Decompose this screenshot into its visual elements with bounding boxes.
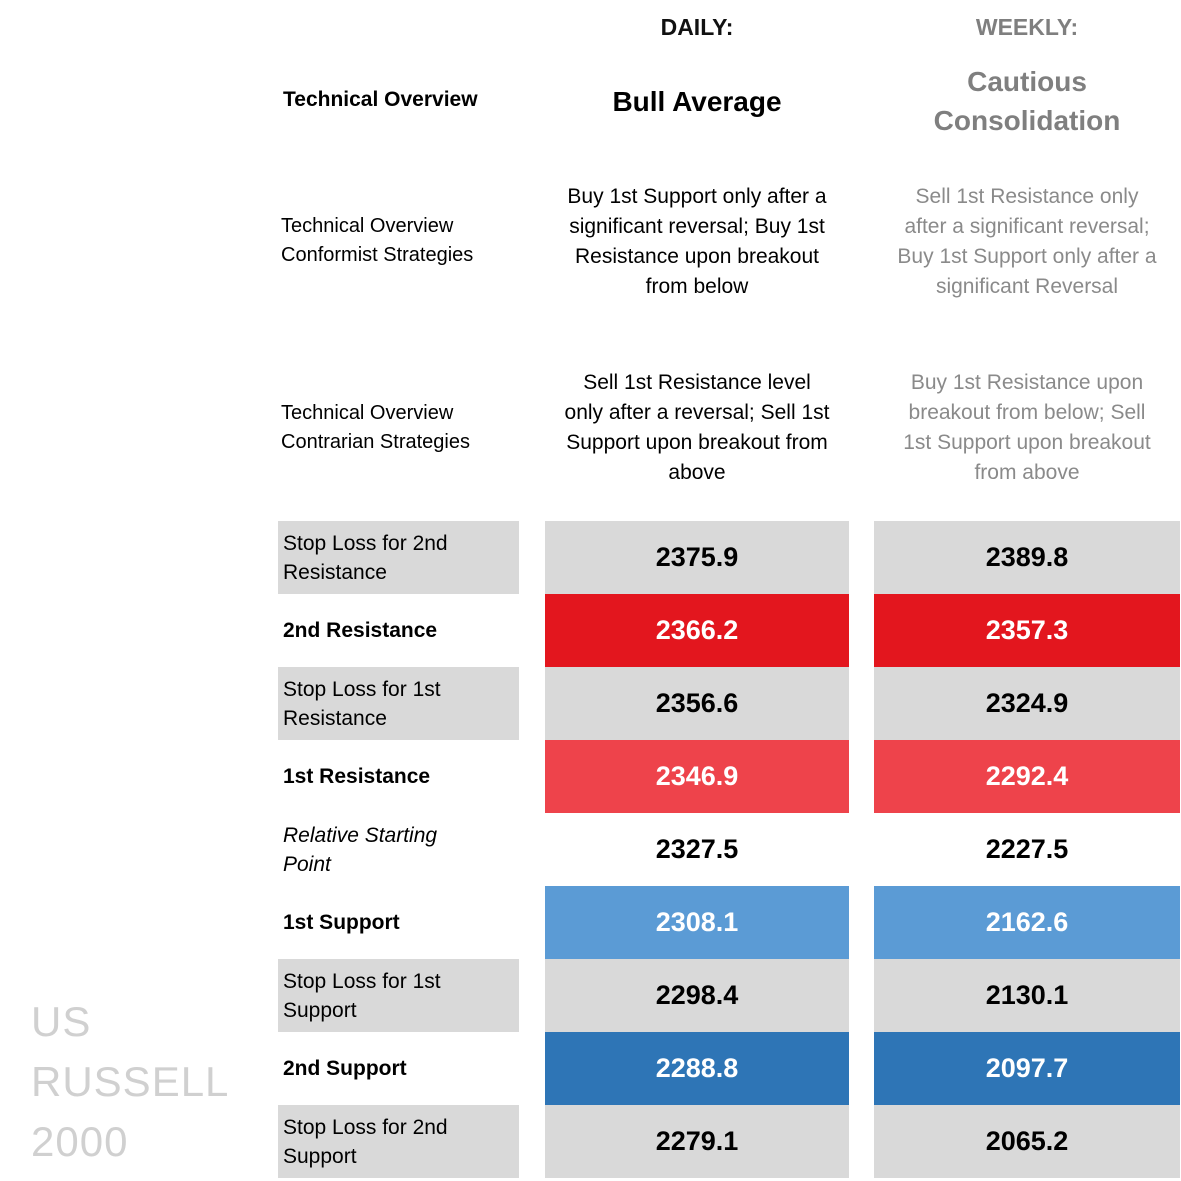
level-label-line1: 2nd Resistance — [283, 619, 438, 642]
strategy-line: Sell 1st Resistance only — [915, 185, 1139, 208]
weekly-stop-loss-2nd-resistance: 2389.8 — [874, 521, 1180, 594]
instrument-line3: 2000 — [31, 1118, 129, 1165]
weekly-conformist-strategy: Sell 1st Resistance only after a signifi… — [874, 182, 1180, 302]
level-label-line2: Resistance — [283, 706, 387, 730]
level-label-line2: Resistance — [283, 560, 387, 584]
strategy-line: Buy 1st Resistance upon — [910, 371, 1144, 394]
level-label-2nd-support: 2nd Support — [278, 1032, 519, 1105]
level-label-line1: Stop Loss for 1st — [283, 677, 441, 701]
daily-1st-support: 2308.1 — [545, 886, 849, 959]
level-label-stop-loss-2nd-resistance: Stop Loss for 2nd Resistance — [278, 521, 519, 594]
weekly-1st-support: 2162.6 — [874, 886, 1180, 959]
contrarian-label-line2: Contrarian Strategies — [281, 431, 470, 453]
daily-relative-starting-point: 2327.5 — [545, 813, 849, 886]
strategy-line: only after a reversal; Sell 1st — [564, 401, 830, 424]
weekly-stop-loss-1st-support: 2130.1 — [874, 959, 1180, 1032]
weekly-overview-value: Cautious Consolidation — [874, 62, 1180, 140]
strategy-line: from below — [645, 275, 749, 298]
weekly-2nd-support: 2097.7 — [874, 1032, 1180, 1105]
contrarian-label-line1: Technical Overview — [281, 402, 454, 424]
strategy-line: Sell 1st Resistance level — [583, 371, 811, 394]
level-label-stop-loss-2nd-support: Stop Loss for 2nd Support — [278, 1105, 519, 1178]
strategy-line: Buy 1st Support only after a — [897, 245, 1157, 268]
level-label-line1: Stop Loss for 2nd — [283, 531, 448, 555]
technical-overview-label: Technical Overview — [283, 88, 478, 111]
level-label-line1: 2nd Support — [283, 1057, 407, 1080]
conformist-label-line2: Conformist Strategies — [281, 244, 474, 266]
level-label-stop-loss-1st-resistance: Stop Loss for 1st Resistance — [278, 667, 519, 740]
weekly-overview-line1: Cautious — [967, 66, 1087, 97]
daily-stop-loss-2nd-resistance: 2375.9 — [545, 521, 849, 594]
strategy-line: after a significant reversal; — [904, 215, 1150, 238]
strategy-line: significant Reversal — [935, 275, 1119, 298]
strategy-line: from above — [974, 461, 1080, 484]
weekly-1st-resistance: 2292.4 — [874, 740, 1180, 813]
weekly-header: WEEKLY: — [975, 14, 1079, 40]
conformist-label-line1: Technical Overview — [281, 215, 454, 237]
daily-conformist-strategy: Buy 1st Support only after a significant… — [545, 182, 849, 302]
level-label-line2: Support — [283, 1144, 357, 1168]
level-label-stop-loss-1st-support: Stop Loss for 1st Support — [278, 959, 519, 1032]
strategy-line: significant reversal; Buy 1st — [569, 215, 825, 238]
daily-stop-loss-1st-resistance: 2356.6 — [545, 667, 849, 740]
level-label-line2: Point — [283, 852, 331, 876]
level-label-relative-starting-point: Relative Starting Point — [278, 813, 519, 886]
level-label-line2: Support — [283, 998, 357, 1022]
daily-stop-loss-2nd-support: 2279.1 — [545, 1105, 849, 1178]
level-label-line1: Stop Loss for 2nd — [283, 1115, 448, 1139]
daily-1st-resistance: 2346.9 — [545, 740, 849, 813]
daily-2nd-support: 2288.8 — [545, 1032, 849, 1105]
daily-overview-text: Bull Average — [612, 86, 782, 117]
strategy-line: Buy 1st Support only after a — [567, 185, 827, 208]
weekly-2nd-resistance: 2357.3 — [874, 594, 1180, 667]
level-label-line1: Stop Loss for 1st — [283, 969, 441, 993]
strategy-line: Resistance upon breakout — [575, 245, 819, 268]
instrument-name: US RUSSELL 2000 — [31, 992, 229, 1172]
strategy-line: 1st Support upon breakout — [903, 431, 1151, 454]
strategy-line: above — [668, 461, 726, 484]
level-label-line1: 1st Resistance — [283, 765, 431, 788]
strategy-line: Support upon breakout from — [566, 431, 828, 454]
weekly-contrarian-strategy: Buy 1st Resistance upon breakout from be… — [874, 368, 1180, 488]
daily-contrarian-strategy: Sell 1st Resistance level only after a r… — [545, 368, 849, 488]
level-label-2nd-resistance: 2nd Resistance — [278, 594, 519, 667]
strategy-line: breakout from below; Sell — [908, 401, 1146, 424]
daily-stop-loss-1st-support: 2298.4 — [545, 959, 849, 1032]
level-label-line1: 1st Support — [283, 911, 400, 934]
weekly-relative-starting-point: 2227.5 — [874, 813, 1180, 886]
daily-overview-value: Bull Average — [545, 82, 849, 121]
weekly-stop-loss-1st-resistance: 2324.9 — [874, 667, 1180, 740]
instrument-line1: US — [31, 998, 92, 1045]
weekly-stop-loss-2nd-support: 2065.2 — [874, 1105, 1180, 1178]
daily-header: DAILY: — [660, 14, 734, 40]
weekly-overview-line2: Consolidation — [933, 105, 1121, 136]
conformist-strategies-label: Technical Overview Conformist Strategies — [281, 212, 473, 270]
level-label-line1: Relative Starting — [283, 823, 438, 847]
level-label-1st-support: 1st Support — [278, 886, 519, 959]
instrument-line2: RUSSELL — [31, 1058, 230, 1105]
daily-2nd-resistance: 2366.2 — [545, 594, 849, 667]
contrarian-strategies-label: Technical Overview Contrarian Strategies — [281, 399, 470, 457]
level-label-1st-resistance: 1st Resistance — [278, 740, 519, 813]
